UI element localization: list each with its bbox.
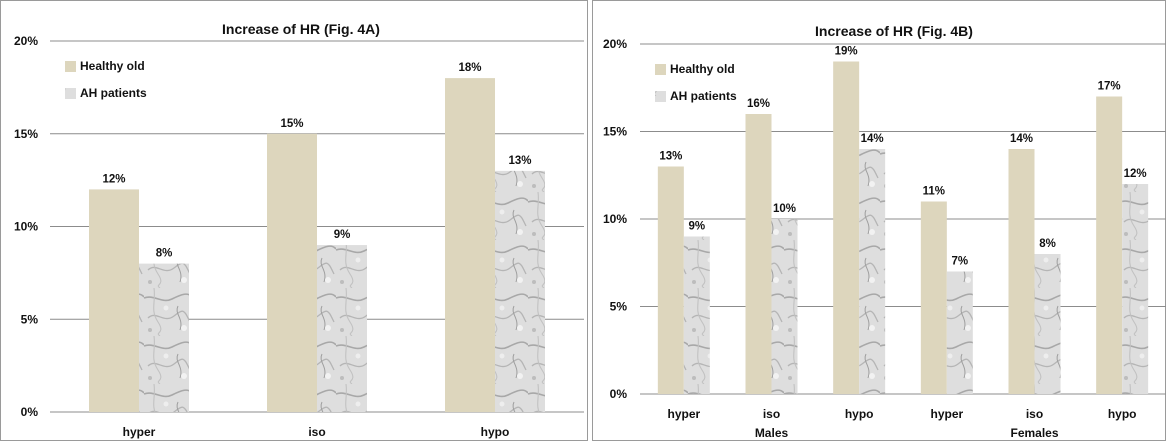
- data-label: 12%: [102, 173, 125, 185]
- data-label: 10%: [773, 203, 796, 215]
- x-category-label: iso: [763, 407, 780, 421]
- data-label: 19%: [835, 46, 858, 58]
- bar-healthy-old: [920, 201, 947, 394]
- x-category-label: hypo: [481, 425, 510, 439]
- bar-healthy-old: [445, 78, 495, 412]
- legend-label-ah-patients: AH patients: [80, 86, 147, 100]
- y-tick-label: 15%: [603, 125, 627, 139]
- data-label: 8%: [156, 248, 173, 260]
- legend-swatch-healthy-old: [655, 64, 666, 75]
- chart-panel-fig-4b: Increase of HR (Fig. 4B) 0% 5% 10% 15% 20% 13%…: [592, 0, 1166, 441]
- bar-healthy-old: [267, 133, 317, 412]
- y-tick-label: 5%: [21, 312, 39, 326]
- data-label: 18%: [458, 62, 481, 74]
- bar-ah-patients: [317, 245, 367, 412]
- bar-healthy-old: [833, 61, 860, 394]
- bar-healthy-old: [745, 114, 772, 394]
- data-label: 14%: [861, 133, 884, 145]
- y-tick-label: 20%: [14, 34, 38, 48]
- bar-ah-patients: [859, 149, 886, 394]
- x-group-label: Males: [755, 426, 789, 440]
- legend-swatch-healthy-old: [65, 61, 76, 72]
- x-category-label: hypo: [845, 407, 874, 421]
- bar-ah-patients: [771, 219, 798, 394]
- x-group-label: Females: [1010, 426, 1058, 440]
- y-tick-label: 10%: [14, 220, 38, 234]
- data-label: 15%: [280, 118, 303, 130]
- y-tick-label: 20%: [603, 37, 627, 51]
- y-tick-label: 10%: [603, 212, 627, 226]
- data-label: 7%: [952, 256, 969, 268]
- chart-panel-fig-4a: Increase of HR (Fig. 4A) 0% 5% 10% 15% 20% 12%…: [0, 0, 588, 441]
- data-label: 9%: [334, 229, 351, 241]
- x-category-label: iso: [1026, 407, 1043, 421]
- y-tick-label: 0%: [610, 387, 628, 401]
- chart-fig-4b: Increase of HR (Fig. 4B) 0% 5% 10% 15% 20% 13%…: [592, 0, 1166, 441]
- x-category-label: hyper: [930, 407, 963, 421]
- bar-healthy-old: [1008, 149, 1035, 394]
- data-label: 14%: [1010, 133, 1033, 145]
- bar-ah-patients: [139, 263, 189, 412]
- data-label: 13%: [508, 155, 531, 167]
- bar-ah-patients: [495, 170, 545, 412]
- data-label: 11%: [923, 186, 945, 198]
- y-tick-label: 0%: [21, 405, 39, 419]
- data-label: 9%: [689, 221, 706, 233]
- y-tick-label: 15%: [14, 127, 38, 141]
- data-label: 12%: [1124, 168, 1147, 180]
- y-tick-label: 5%: [610, 300, 628, 314]
- bar-healthy-old: [1096, 96, 1123, 394]
- x-category-label: iso: [308, 425, 325, 439]
- legend-label-healthy-old: Healthy old: [670, 62, 735, 76]
- bar-healthy-old: [657, 166, 684, 394]
- data-label: 13%: [659, 151, 682, 163]
- legend-swatch-ah-patients: [655, 91, 666, 102]
- x-category-label: hyper: [667, 407, 700, 421]
- chart-fig-4a: Increase of HR (Fig. 4A) 0% 5% 10% 15% 20% 12%…: [0, 0, 588, 441]
- data-label: 8%: [1039, 238, 1056, 250]
- data-label: 16%: [747, 98, 770, 110]
- bar-ah-patients: [946, 271, 973, 394]
- chart-title: Increase of HR (Fig. 4B): [815, 23, 973, 39]
- bar-ah-patients: [1122, 184, 1149, 394]
- legend-label-ah-patients: AH patients: [670, 89, 737, 103]
- bar-healthy-old: [89, 189, 139, 412]
- legend-label-healthy-old: Healthy old: [80, 59, 145, 73]
- bar-ah-patients: [683, 236, 710, 394]
- chart-title: Increase of HR (Fig. 4A): [222, 21, 380, 37]
- bar-ah-patients: [1034, 254, 1061, 394]
- data-label: 17%: [1098, 81, 1121, 93]
- legend-swatch-ah-patients: [65, 88, 76, 99]
- x-category-label: hyper: [123, 425, 156, 439]
- x-category-label: hypo: [1108, 407, 1137, 421]
